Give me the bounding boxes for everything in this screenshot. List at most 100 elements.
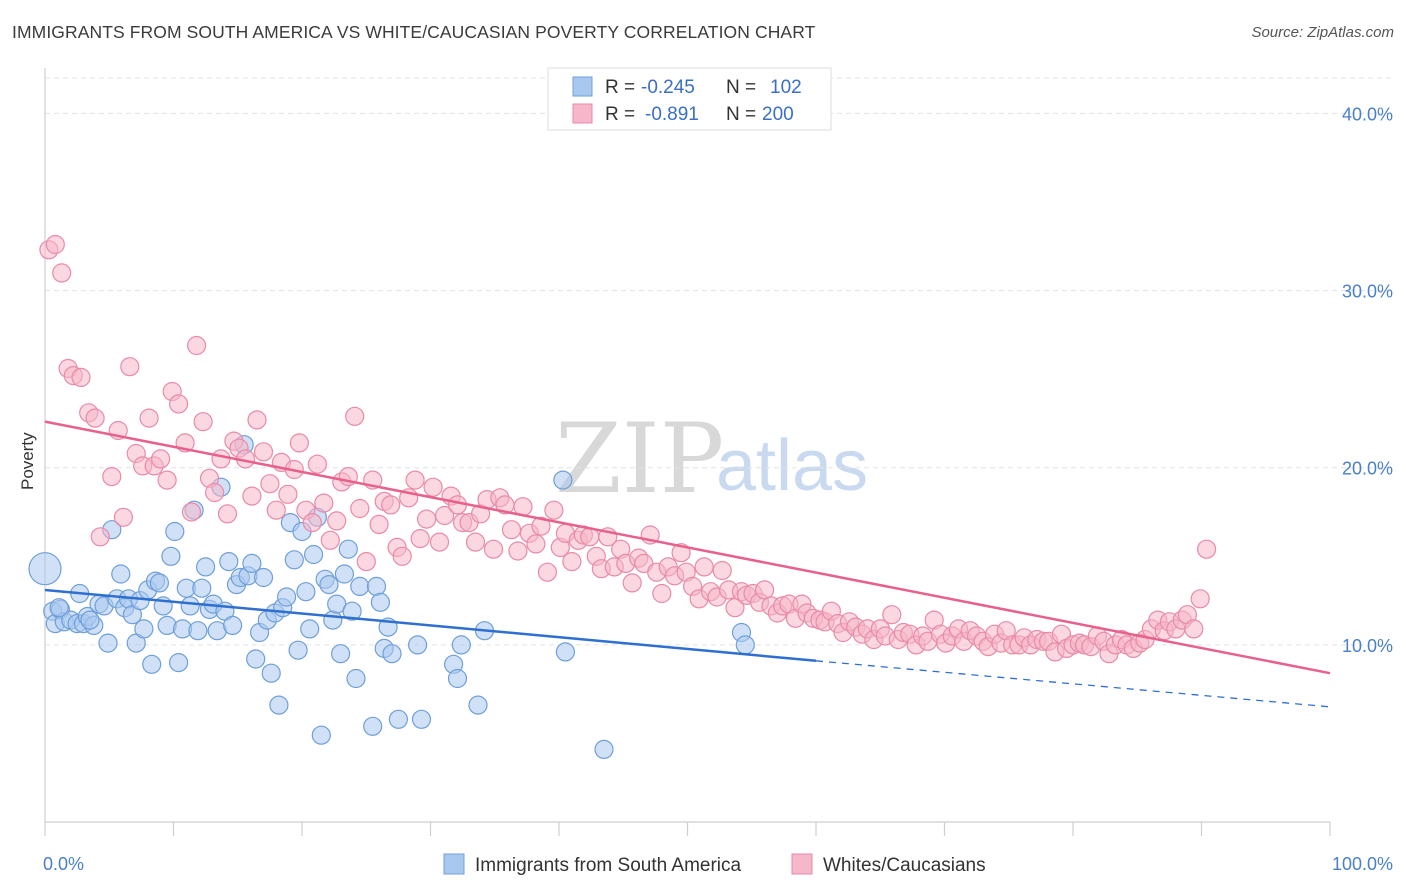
whites-point-38 [278,484,298,504]
whites-point-63 [429,532,450,552]
legend-r-value-1: -0.245 [641,77,695,98]
immigrants-point-37 [192,578,212,598]
y-axis-label: Poverty [18,432,37,490]
immigrants-point-85 [388,709,408,729]
immigrants-point-95 [594,739,614,760]
immigrants-point-26 [149,573,169,593]
immigrants-point-76 [342,601,362,621]
legend-n-label-2: N = [726,104,756,125]
immigrants-point-59 [277,587,297,607]
immigrants-point-84 [382,644,402,664]
whites-point-117 [754,580,775,600]
whites-point-80 [531,516,551,536]
whites-point-53 [369,514,389,535]
immigrants-point-16 [111,564,131,584]
immigrants-point-80 [366,576,387,597]
immigrants-point-57 [269,695,289,715]
immigrants-point-71 [323,610,343,630]
whites-point-9 [102,467,122,487]
legend-n-value-1: 102 [770,77,802,98]
source-credit: Source: ZipAtlas.com [1251,24,1394,41]
immigrants-point-31 [169,652,189,673]
immigrants-point-61 [284,550,304,570]
tick-labels: 10.0% 20.0% 30.0% 40.0% 0.0% 100.0% [43,104,1393,874]
legend-n-value-2: 200 [762,104,794,125]
legend-swatch-blue [572,76,593,97]
whites-point-107 [694,557,714,577]
whites-point-62 [423,477,443,497]
immigrants-point-22 [134,619,154,639]
whites-point-33 [247,410,267,430]
immigrants-point-65 [300,619,320,639]
immigrants-point-36 [188,621,208,641]
whites-point-95 [622,573,642,593]
immigrants-point-34 [180,596,200,616]
immigrants-point-45 [223,615,243,636]
whites-point-7 [85,408,105,428]
immigrants-point-53 [253,567,274,588]
whites-point-40 [289,433,309,453]
trend-lines [44,420,1331,708]
immigrants-trend-line [44,588,817,663]
whites-point-189 [1190,589,1210,609]
immigrants-point-78 [350,576,370,597]
series-whites-points [39,234,1217,664]
immigrants-point-70 [319,574,339,595]
bottom-legend-label-1: Immigrants from South America [475,855,742,876]
legend-swatch-pink [572,103,593,124]
immigrants-point-29 [161,546,181,566]
whites-point-12 [120,357,140,377]
whites-point-15 [139,408,159,428]
whites-point-60 [410,528,430,549]
whites-point-57 [392,546,412,566]
whites-point-49 [345,406,365,426]
whites-point-82 [544,500,564,520]
legend-r-value-2: -0.891 [645,104,699,125]
whites-point-26 [205,482,225,503]
series-legend: Immigrants from South America Whites/Cau… [443,853,986,876]
immigrants-point-97 [735,635,755,655]
immigrants-point-0 [28,552,62,586]
immigrants-point-86 [408,635,428,655]
whites-point-27 [211,449,231,469]
series-immigrants-points [28,435,755,760]
whites-point-1 [45,234,65,255]
immigrants-point-91 [468,695,488,715]
immigrants-point-87 [411,709,432,729]
whites-trend-line [44,420,1331,675]
watermark-atlas: atlas [716,426,868,506]
immigrants-point-50 [242,553,262,574]
chart-title: IMMIGRANTS FROM SOUTH AMERICA VS WHITE/C… [12,22,816,42]
x-tick-label-100: 100.0% [1332,854,1393,874]
immigrants-point-94 [555,642,576,662]
whites-point-81 [537,562,558,582]
whites-point-59 [405,470,425,490]
whites-point-50 [350,498,370,519]
y-tick-label-30: 30.0% [1342,282,1393,302]
whites-point-23 [187,335,207,356]
bottom-legend-swatch-blue [443,853,465,875]
immigrants-point-66 [304,544,324,565]
immigrants-point-55 [261,663,281,683]
bottom-legend-label-2: Whites/Caucasians [823,855,986,876]
whites-point-11 [113,507,134,527]
whites-point-32 [242,486,262,506]
whites-point-69 [465,532,486,552]
whites-point-75 [501,520,522,540]
immigrants-point-79 [363,716,383,736]
whites-point-18 [157,470,177,490]
immigrants-point-74 [334,564,354,584]
whites-point-72 [483,539,504,559]
whites-point-42 [302,512,322,533]
immigrants-point-64 [296,582,316,602]
immigrants-point-24 [142,654,162,674]
whites-point-34 [253,442,274,462]
whites-point-55 [381,495,401,515]
immigrants-point-75 [338,539,358,559]
whites-point-100 [652,583,672,604]
immigrants-point-90 [451,635,471,655]
whites-point-2 [52,263,72,283]
whites-point-24 [193,412,213,432]
immigrants-point-68 [311,725,331,745]
immigrants-point-81 [370,592,390,612]
